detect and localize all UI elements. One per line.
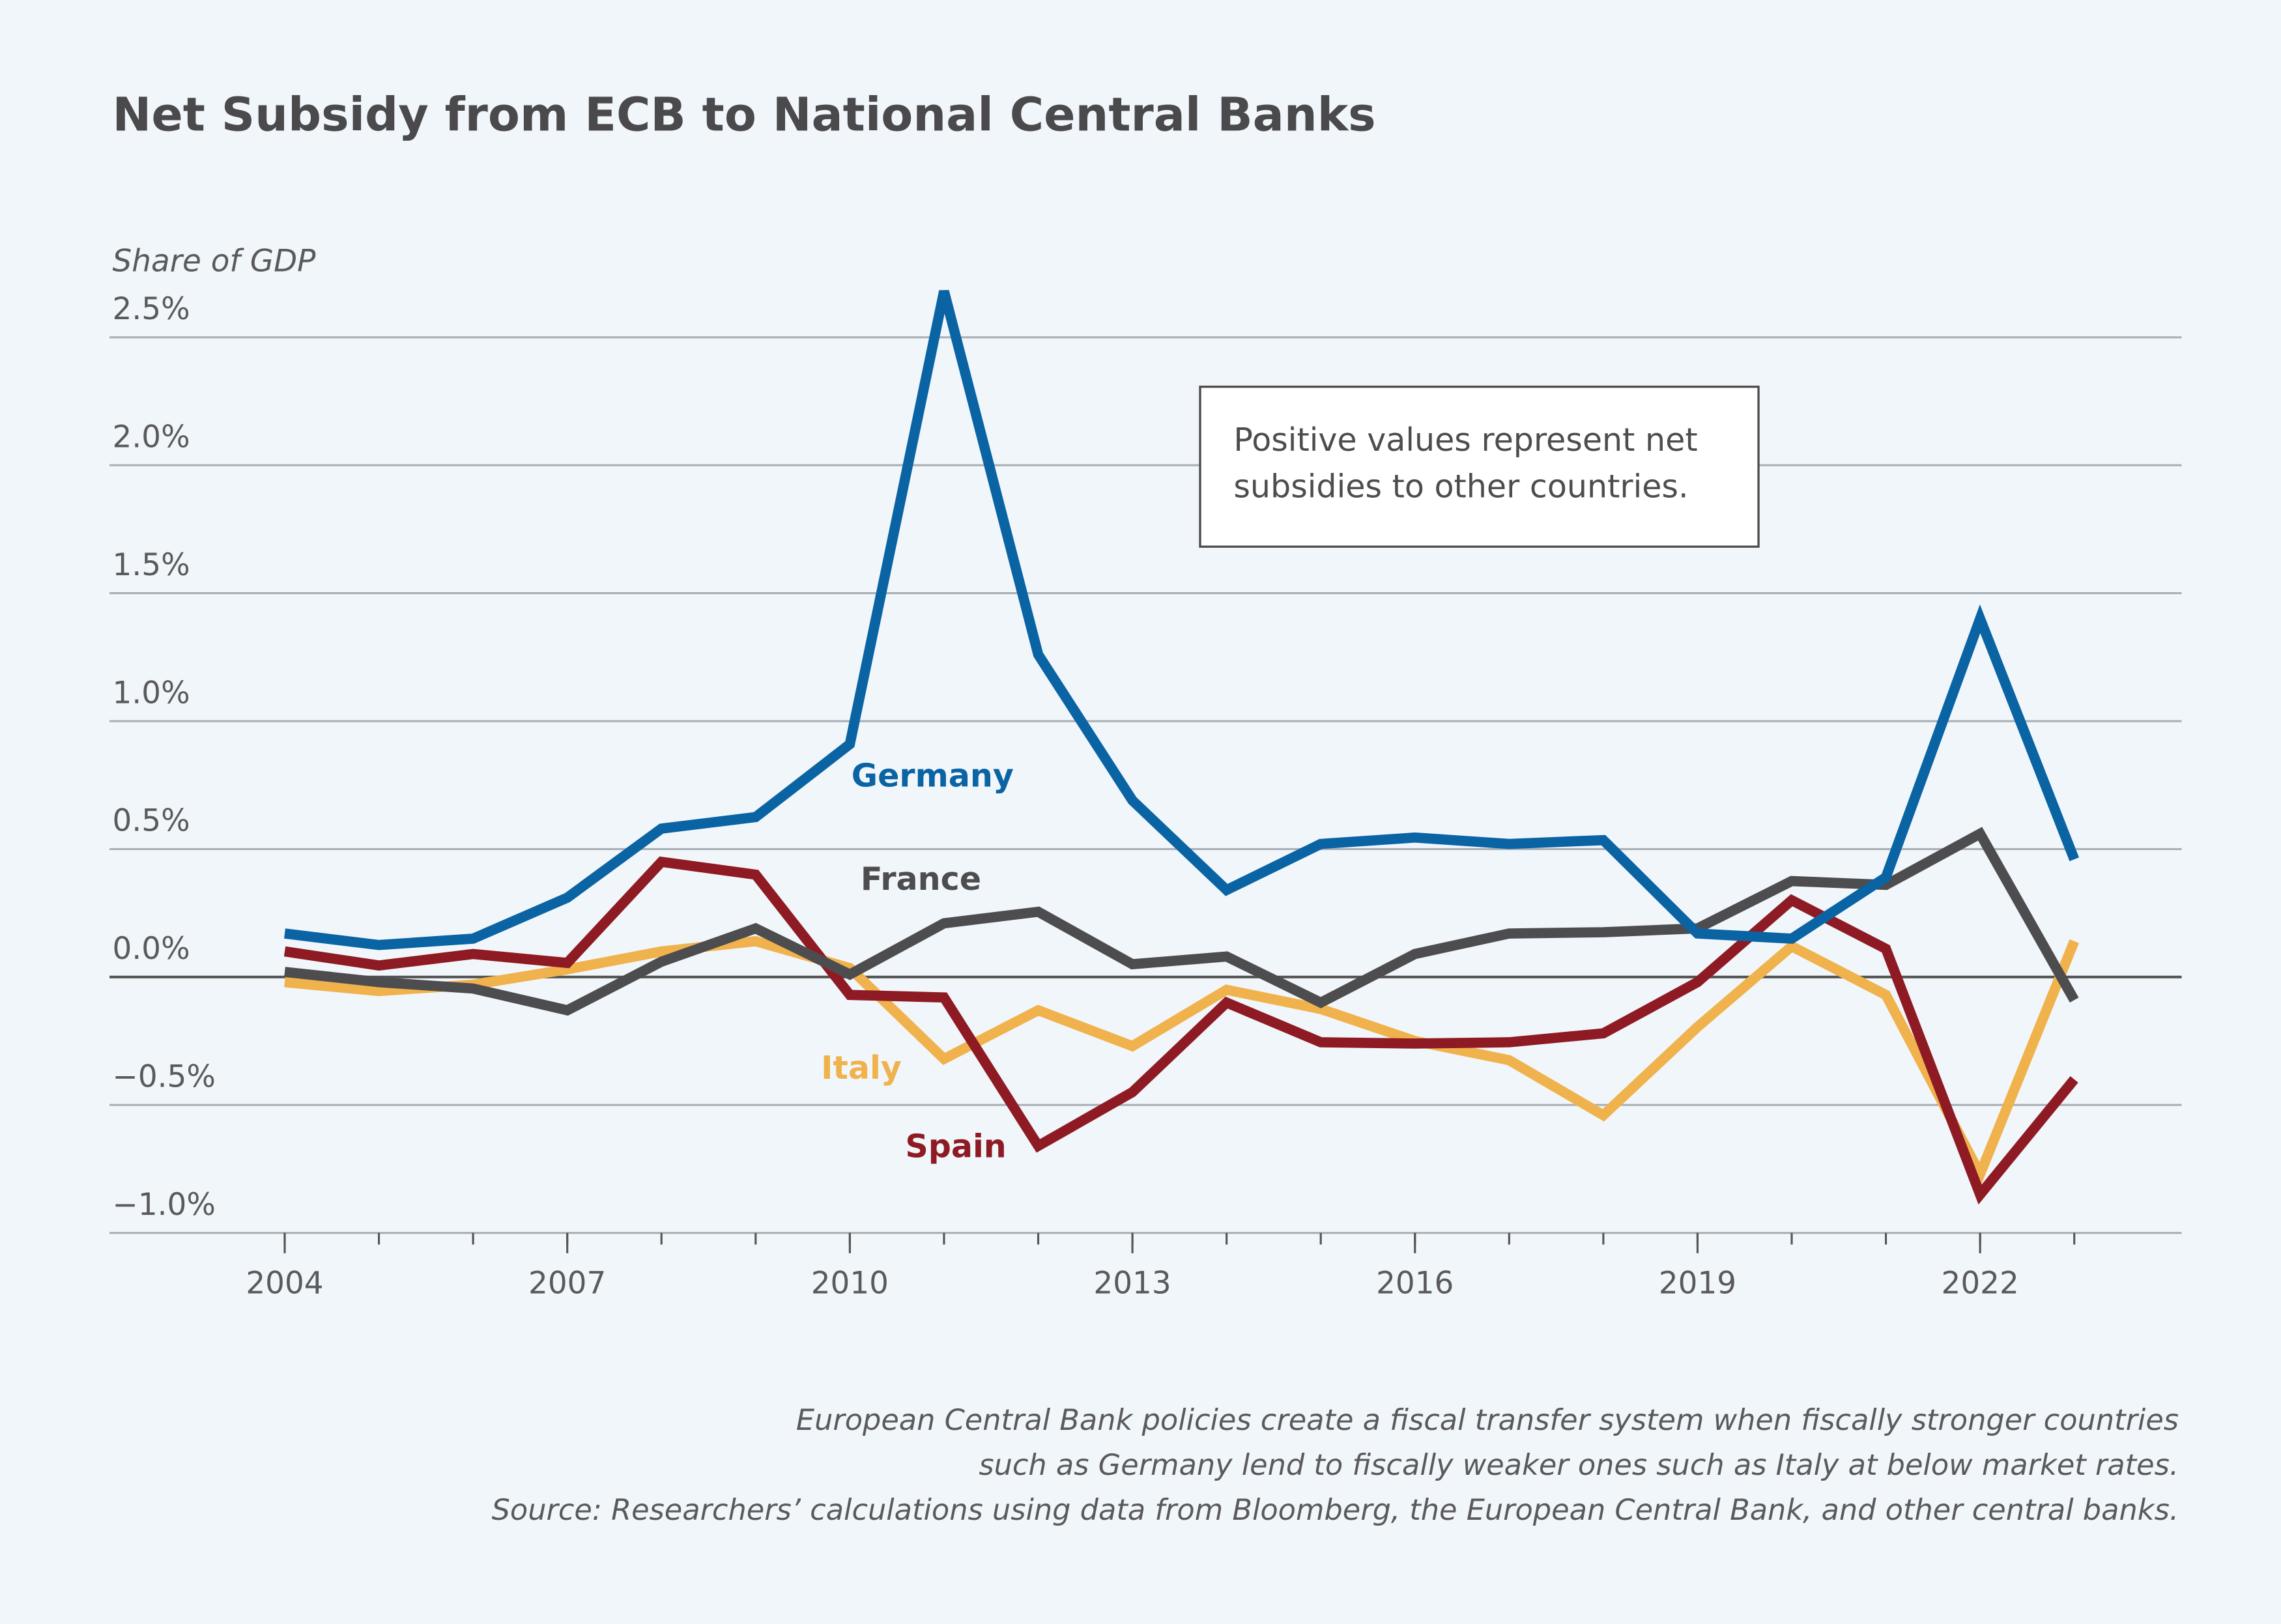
y-tick-label: 1.0% <box>113 676 190 711</box>
caption: such as Germany lend to fiscally weaker … <box>979 1448 2179 1482</box>
series-label: Italy <box>821 1049 902 1087</box>
y-tick-label: −1.0% <box>113 1188 216 1223</box>
x-tick-label: 2019 <box>1659 1266 1736 1301</box>
x-tick-label: 2013 <box>1093 1266 1171 1301</box>
series-label: Spain <box>905 1128 1006 1165</box>
y-axis-label: Share of GDP <box>113 244 317 279</box>
chart-title: Net Subsidy from ECB to National Central… <box>113 87 1376 141</box>
annotation-text: Positive values represent net <box>1233 421 1697 459</box>
series-line <box>284 935 2079 1186</box>
x-tick-label: 2022 <box>1942 1266 2019 1301</box>
y-tick-label: 1.5% <box>113 548 190 583</box>
x-tick-label: 2016 <box>1376 1266 1454 1301</box>
series-line <box>283 856 2078 1205</box>
y-tick-label: 0.0% <box>113 932 190 967</box>
x-tick-label: 2007 <box>528 1266 606 1301</box>
annotation-text: subsidies to other countries. <box>1233 467 1688 505</box>
x-tick-label: 2004 <box>246 1266 323 1301</box>
series-line <box>284 827 2079 1016</box>
lines <box>283 290 2079 1205</box>
y-tick-label: −0.5% <box>113 1060 216 1095</box>
annotation-box <box>1199 386 1760 548</box>
x-tick-label: 2010 <box>811 1266 889 1301</box>
y-tick-label: 0.5% <box>113 804 190 839</box>
grid: −1.0% −0.5% 0.0% 0.5% 1.0% 1.5% 2.0% 2.5% 2004 20… <box>109 292 2182 1301</box>
series-line <box>284 290 2079 950</box>
y-tick-label: 2.0% <box>113 420 190 455</box>
caption: Source: Researchers’ calculations using … <box>492 1493 2179 1527</box>
series-label: France <box>861 860 981 898</box>
y-tick-label: 2.5% <box>113 292 190 327</box>
caption: European Central Bank policies create a … <box>796 1403 2179 1437</box>
series-label: Germany <box>852 757 1014 795</box>
